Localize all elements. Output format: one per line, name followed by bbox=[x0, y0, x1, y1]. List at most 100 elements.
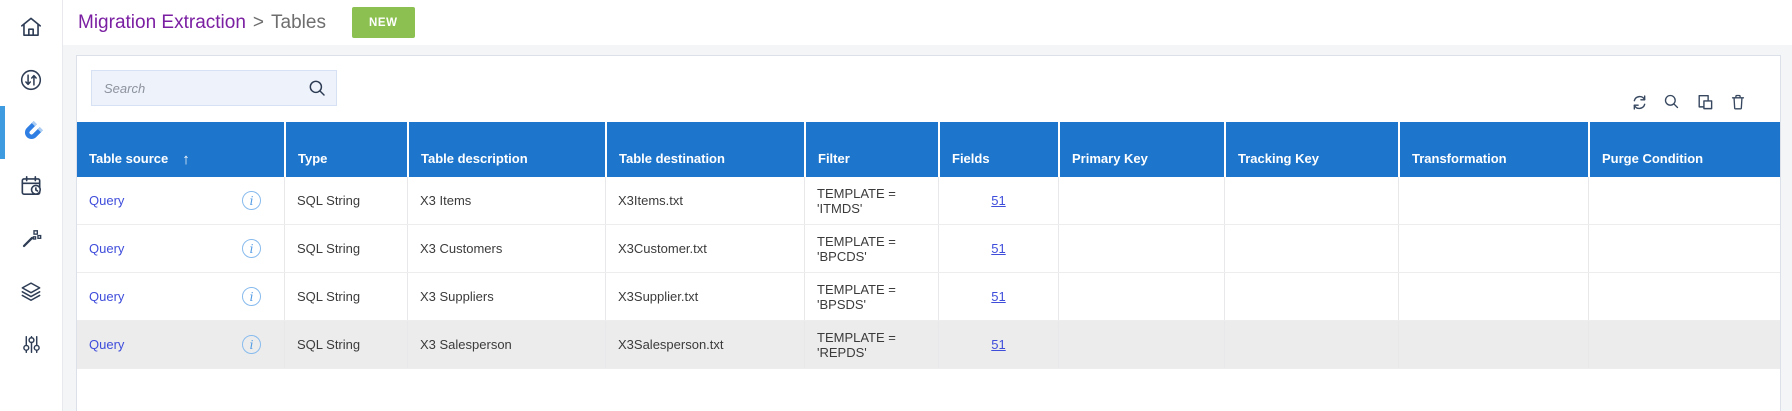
cell-tracking-key bbox=[1224, 177, 1398, 224]
home-icon bbox=[20, 17, 42, 36]
panel-toolbar bbox=[77, 56, 1780, 122]
cell-tracking-key bbox=[1224, 225, 1398, 272]
cell-primary-key bbox=[1058, 321, 1224, 368]
main-content: Table source ↑ Type Table description Table … bbox=[62, 45, 1792, 411]
sync-circle-icon bbox=[20, 69, 42, 90]
sidebar-item-wizard[interactable] bbox=[0, 212, 62, 265]
column-header-purge-condition[interactable]: Purge Condition bbox=[1588, 122, 1780, 177]
cell-fields: 51 bbox=[938, 177, 1058, 224]
query-link[interactable]: Query bbox=[89, 337, 125, 352]
cell-table-source: Query bbox=[77, 225, 284, 272]
query-link[interactable]: Query bbox=[89, 241, 125, 256]
trash-icon bbox=[1731, 94, 1745, 110]
cell-fields: 51 bbox=[938, 225, 1058, 272]
cell-tracking-key bbox=[1224, 321, 1398, 368]
column-label: Type bbox=[298, 151, 328, 166]
search-input[interactable] bbox=[91, 70, 337, 106]
cell-type: SQL String bbox=[284, 225, 407, 272]
cell-filter: TEMPLATE = 'ITMDS' bbox=[804, 177, 938, 224]
calendar-clock-icon bbox=[21, 175, 42, 195]
delete-button[interactable] bbox=[1727, 91, 1749, 113]
cell-purge-condition bbox=[1588, 225, 1780, 272]
cell-tracking-key bbox=[1224, 273, 1398, 320]
breadcrumb-current: Tables bbox=[271, 11, 326, 33]
column-header-type[interactable]: Type bbox=[284, 122, 407, 177]
column-header-fields[interactable]: Fields bbox=[938, 122, 1058, 177]
column-label: Tracking Key bbox=[1238, 151, 1319, 166]
cell-table-description: X3 Customers bbox=[407, 225, 605, 272]
magnet-icon bbox=[24, 120, 43, 139]
sidebar-item-extraction[interactable] bbox=[0, 106, 62, 159]
layers-icon bbox=[21, 281, 41, 301]
cell-type: SQL String bbox=[284, 273, 407, 320]
info-icon[interactable] bbox=[242, 239, 261, 258]
magic-wand-icon bbox=[22, 230, 41, 248]
column-label: Transformation bbox=[1412, 151, 1507, 166]
column-header-transformation[interactable]: Transformation bbox=[1398, 122, 1588, 177]
sidebar-item-transfers[interactable] bbox=[0, 53, 62, 106]
cell-table-description: X3 Suppliers bbox=[407, 273, 605, 320]
column-label: Fields bbox=[952, 151, 990, 166]
breadcrumb-parent[interactable]: Migration Extraction bbox=[78, 11, 246, 33]
sidebar-item-home[interactable] bbox=[0, 0, 62, 53]
column-label: Table destination bbox=[619, 151, 725, 166]
column-header-table-destination[interactable]: Table destination bbox=[605, 122, 804, 177]
cell-filter: TEMPLATE = 'BPSDS' bbox=[804, 273, 938, 320]
search-icon bbox=[1664, 94, 1679, 109]
breadcrumb: Migration Extraction > Tables bbox=[78, 12, 326, 34]
column-header-primary-key[interactable]: Primary Key bbox=[1058, 122, 1224, 177]
tables-grid: Table source ↑ Type Table description Table … bbox=[77, 122, 1780, 369]
cell-transformation bbox=[1398, 225, 1588, 272]
cell-fields: 51 bbox=[938, 273, 1058, 320]
fields-count-link[interactable]: 51 bbox=[991, 289, 1006, 304]
column-label: Filter bbox=[818, 151, 850, 166]
cell-filter: TEMPLATE = 'BPCDS' bbox=[804, 225, 938, 272]
refresh-icon bbox=[1633, 94, 1645, 110]
cell-table-destination: X3Customer.txt bbox=[605, 225, 804, 272]
search-grid-button[interactable] bbox=[1661, 91, 1683, 113]
cell-transformation bbox=[1398, 321, 1588, 368]
cell-purge-condition bbox=[1588, 177, 1780, 224]
info-icon[interactable] bbox=[242, 287, 261, 306]
sidebar-item-schedule[interactable] bbox=[0, 159, 62, 212]
sidebar-item-layers[interactable] bbox=[0, 265, 62, 318]
column-header-table-source[interactable]: Table source ↑ bbox=[77, 122, 284, 177]
info-icon[interactable] bbox=[242, 335, 261, 354]
top-bar: Migration Extraction > Tables NEW bbox=[62, 0, 1792, 45]
cell-fields: 51 bbox=[938, 321, 1058, 368]
cell-table-description: X3 Items bbox=[407, 177, 605, 224]
column-header-tracking-key[interactable]: Tracking Key bbox=[1224, 122, 1398, 177]
new-button[interactable]: NEW bbox=[351, 7, 415, 38]
column-label: Primary Key bbox=[1072, 151, 1148, 166]
column-header-filter[interactable]: Filter bbox=[804, 122, 938, 177]
duplicate-button[interactable] bbox=[1694, 91, 1716, 113]
cell-filter: TEMPLATE = 'REPDS' bbox=[804, 321, 938, 368]
cell-table-destination: X3Supplier.txt bbox=[605, 273, 804, 320]
refresh-button[interactable] bbox=[1628, 91, 1650, 113]
query-link[interactable]: Query bbox=[89, 193, 125, 208]
cell-table-destination: X3Salesperson.txt bbox=[605, 321, 804, 368]
cell-type: SQL String bbox=[284, 321, 407, 368]
fields-count-link[interactable]: 51 bbox=[991, 241, 1006, 256]
tune-icon bbox=[22, 335, 40, 354]
query-link[interactable]: Query bbox=[89, 289, 125, 304]
fields-count-link[interactable]: 51 bbox=[991, 193, 1006, 208]
cell-table-source: Query bbox=[77, 321, 284, 368]
cell-table-destination: X3Items.txt bbox=[605, 177, 804, 224]
sidebar-item-settings[interactable] bbox=[0, 318, 62, 371]
search-field bbox=[91, 70, 337, 106]
cell-primary-key bbox=[1058, 177, 1224, 224]
cell-transformation bbox=[1398, 177, 1588, 224]
fields-count-link[interactable]: 51 bbox=[991, 337, 1006, 352]
column-header-table-description[interactable]: Table description bbox=[407, 122, 605, 177]
column-label: Purge Condition bbox=[1602, 151, 1704, 166]
info-icon[interactable] bbox=[242, 191, 261, 210]
cell-type: SQL String bbox=[284, 177, 407, 224]
cell-table-source: Query bbox=[77, 177, 284, 224]
cell-purge-condition bbox=[1588, 273, 1780, 320]
